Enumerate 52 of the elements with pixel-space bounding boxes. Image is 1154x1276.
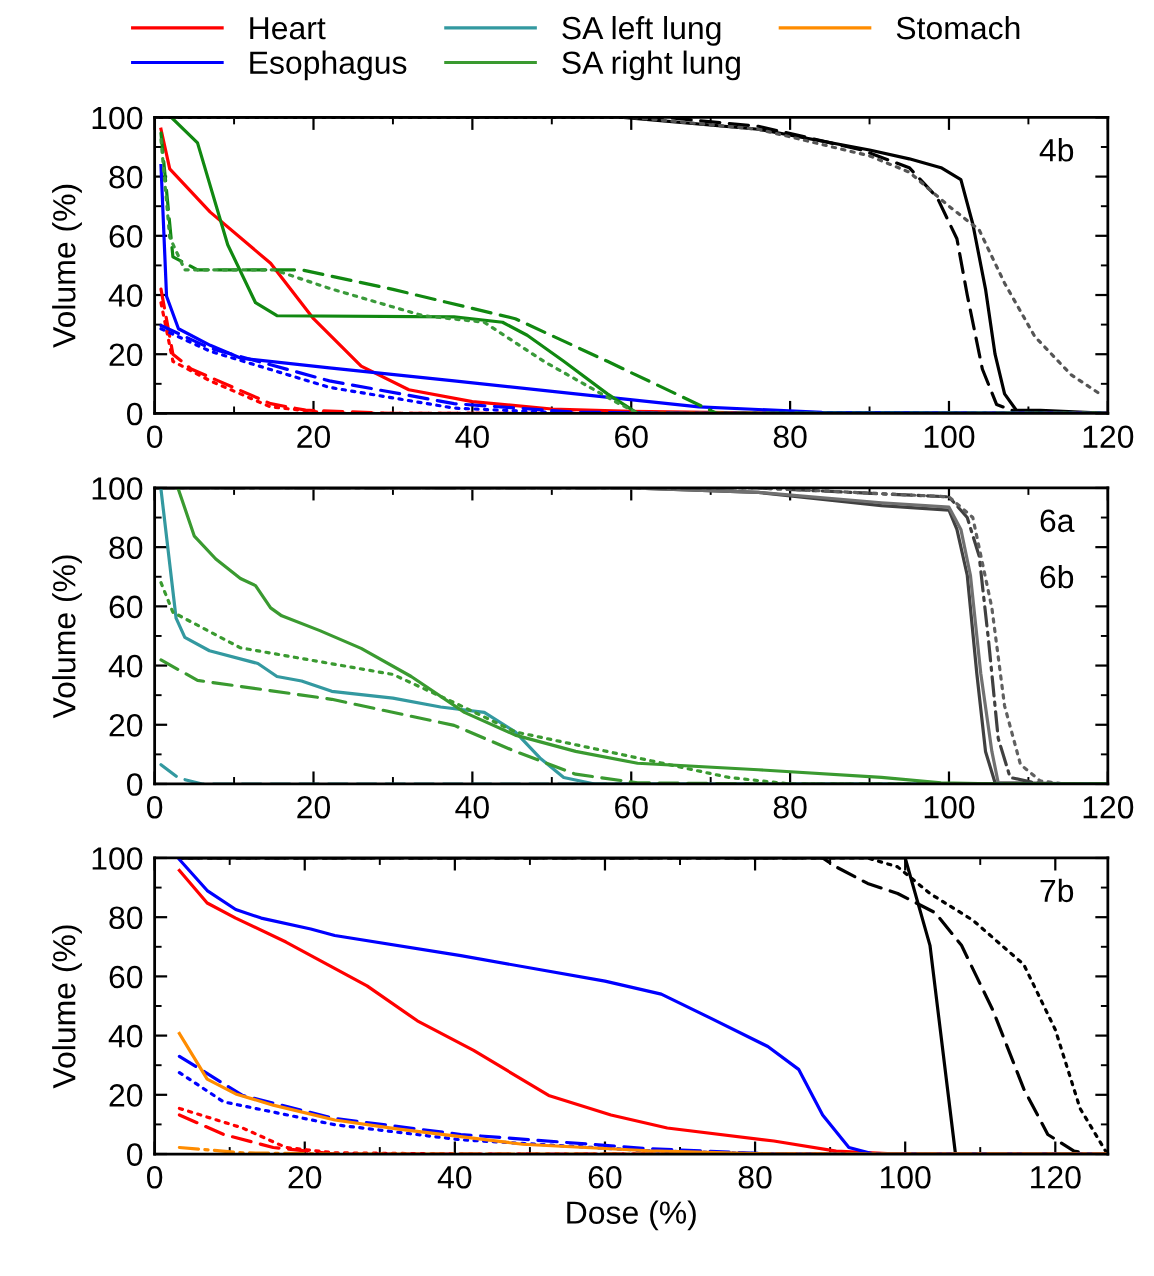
y-tick-label: 20 (109, 714, 143, 737)
x-tick-label: 120 (1083, 795, 1134, 819)
y-axis-title: Volume (%) (52, 925, 82, 1089)
y-tick-label: 20 (109, 1084, 143, 1107)
y-tick-label: 80 (109, 906, 143, 930)
x-tick-label: 60 (615, 795, 648, 819)
y-tick-label: 0 (127, 1143, 143, 1166)
x-tick-label: 40 (455, 795, 489, 819)
y-tick-label: 60 (109, 595, 143, 619)
annotation: 4b (1039, 138, 1074, 162)
x-tick-label: 100 (924, 795, 975, 819)
x-axis-title: Dose (%) (567, 1200, 696, 1231)
y-tick-label: 80 (109, 536, 143, 560)
legend-label: Esophagus (250, 50, 407, 81)
y-tick-label: 60 (109, 965, 143, 989)
y-tick-label: 40 (108, 284, 143, 307)
y-tick-label: 100 (92, 477, 143, 500)
x-tick-label: 20 (297, 425, 331, 448)
x-tick-label: 80 (773, 795, 807, 819)
y-tick-label: 100 (92, 106, 143, 130)
y-tick-label: 0 (127, 402, 143, 426)
annotation: 6b (1040, 564, 1074, 589)
annotation: 7b (1040, 878, 1074, 903)
y-tick-label: 80 (109, 165, 143, 189)
legend-label: SA right lung (562, 50, 740, 81)
legend-label: SA left lung (562, 15, 721, 46)
x-tick-label: 40 (437, 1165, 472, 1189)
y-tick-label: 20 (109, 343, 143, 367)
y-axis-title: Volume (%) (52, 555, 82, 719)
legend-label: Stomach (896, 15, 1020, 40)
x-tick-label: 40 (455, 425, 489, 448)
x-tick-label: 120 (1083, 425, 1134, 448)
x-tick-label: 80 (773, 425, 807, 448)
x-tick-label: 100 (924, 425, 975, 448)
x-tick-label: 60 (588, 1165, 622, 1189)
x-tick-label: 120 (1031, 1165, 1081, 1189)
x-tick-label: 0 (147, 795, 163, 819)
x-tick-label: 60 (615, 425, 648, 448)
legend-label: Heart (250, 17, 326, 40)
x-tick-label: 100 (880, 1165, 931, 1189)
x-tick-label: 20 (297, 795, 331, 819)
annotation: 6a (1040, 509, 1075, 533)
y-tick-label: 40 (108, 654, 143, 678)
y-tick-label: 40 (108, 1024, 143, 1048)
y-tick-label: 0 (127, 773, 143, 796)
y-axis-title: Volume (%) (52, 184, 82, 348)
x-tick-label: 80 (738, 1165, 772, 1189)
y-tick-label: 60 (109, 225, 143, 248)
y-tick-label: 100 (92, 847, 143, 870)
x-tick-label: 0 (147, 1165, 163, 1189)
x-tick-label: 0 (147, 425, 163, 448)
x-tick-label: 20 (288, 1165, 322, 1189)
